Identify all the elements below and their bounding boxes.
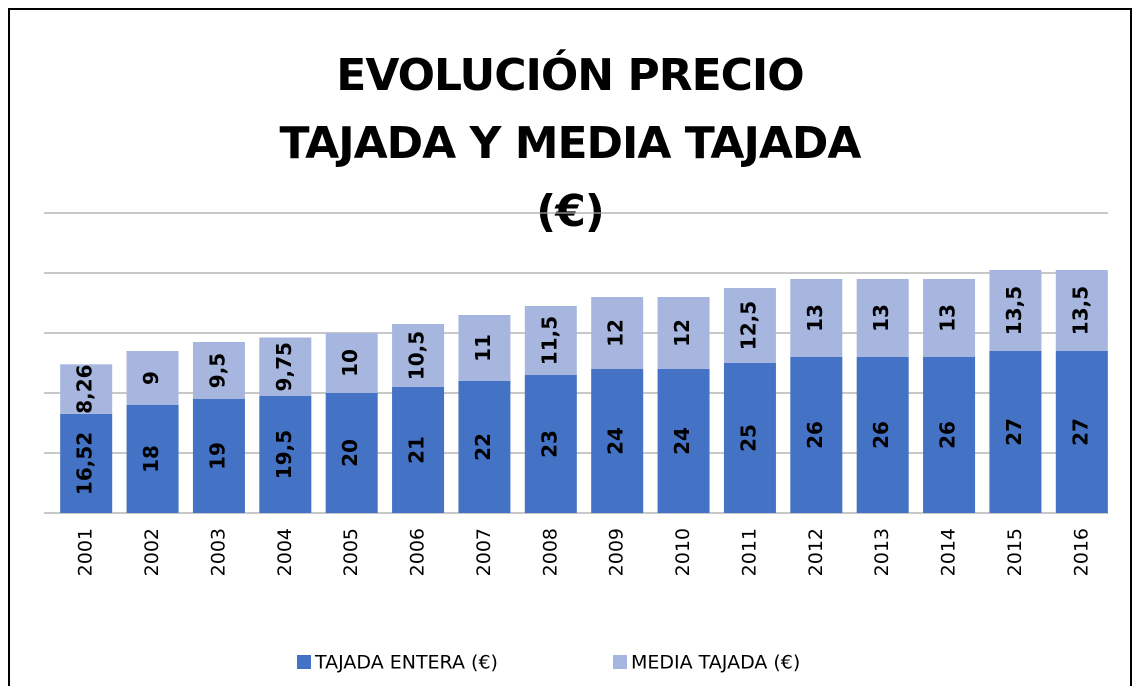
frame	[8, 8, 1132, 686]
bar-segment	[657, 369, 710, 513]
x-tick-label: 2007	[473, 528, 495, 576]
bar-segment	[126, 405, 179, 513]
x-tick-label: 2001	[75, 528, 97, 576]
data-label: 13	[803, 304, 827, 332]
data-label: 11,5	[537, 316, 561, 365]
bar-segment	[1055, 270, 1108, 351]
bar-segment	[524, 375, 577, 513]
x-tick-label: 2012	[805, 528, 827, 576]
data-label: 10,5	[405, 331, 429, 380]
x-tick-label: 2003	[207, 528, 229, 576]
x-tick-label: 2006	[407, 528, 429, 576]
bar-segment	[923, 279, 976, 357]
bar-segment	[723, 363, 776, 513]
bar-segment	[126, 351, 179, 405]
chart-title: EVOLUCIÓN PRECIO TAJADA Y MEDIA TAJADA (…	[279, 50, 862, 237]
x-tick-label: 2002	[141, 528, 163, 576]
bar-segment	[723, 288, 776, 363]
legend-swatch	[297, 655, 311, 669]
x-tick-label: 2004	[274, 528, 296, 576]
legend-swatch	[613, 655, 627, 669]
x-tick-label: 2005	[340, 528, 362, 576]
x-tick-label: 2015	[1004, 528, 1026, 576]
data-label: 16,52	[73, 432, 97, 495]
x-tick-label: 2011	[738, 528, 760, 576]
data-label: 13,5	[1068, 286, 1092, 335]
data-label: 24	[604, 427, 628, 455]
bar-segment	[591, 297, 644, 369]
data-label: 19	[205, 442, 229, 470]
bar-segment	[192, 399, 245, 513]
legend-label: MEDIA TAJADA (€)	[631, 652, 800, 674]
bar-segment	[790, 279, 843, 357]
data-label: 13,5	[1002, 286, 1026, 335]
data-label: 11	[471, 334, 495, 362]
data-label: 8,26	[73, 364, 97, 413]
bar-segment	[392, 324, 445, 387]
data-label: 12,5	[736, 301, 760, 350]
data-label: 13	[936, 304, 960, 332]
x-tick-label: 2008	[539, 528, 561, 576]
data-label: 26	[936, 421, 960, 449]
bar-segment	[259, 337, 312, 396]
x-tick-label: 2016	[1070, 528, 1092, 576]
bar-segment	[790, 357, 843, 513]
data-label: 21	[405, 436, 429, 464]
bar-segment	[458, 381, 511, 513]
bar-segment	[259, 396, 312, 513]
data-label: 27	[1002, 418, 1026, 446]
bar-segment	[192, 342, 245, 399]
data-label: 23	[537, 430, 561, 458]
bar-segment	[524, 306, 577, 375]
bar-segment	[325, 333, 378, 393]
bar-segment	[989, 270, 1042, 351]
data-label: 20	[338, 439, 362, 467]
bar-segment	[60, 364, 113, 414]
bar-segment	[989, 351, 1042, 513]
data-label: 9,75	[272, 342, 296, 391]
x-tick-label: 2010	[672, 528, 694, 576]
x-tick-label: 2014	[938, 528, 960, 576]
data-label: 10	[338, 349, 362, 377]
x-tick-label: 2013	[871, 528, 893, 576]
bar-segment	[392, 387, 445, 513]
data-label: 9	[139, 371, 163, 385]
bar-segment	[856, 357, 909, 513]
bar-segment	[591, 369, 644, 513]
data-label: 26	[869, 421, 893, 449]
bar-segment	[856, 279, 909, 357]
data-label: 13	[869, 304, 893, 332]
data-label: 9,5	[205, 353, 229, 388]
data-label: 12	[670, 319, 694, 347]
data-label: 19,5	[272, 430, 296, 479]
data-label: 26	[803, 421, 827, 449]
bar-segment	[325, 393, 378, 513]
bar-segment	[1055, 351, 1108, 513]
bar-segment	[60, 413, 113, 513]
data-label: 24	[670, 427, 694, 455]
data-label: 18	[139, 445, 163, 473]
bar-segment	[458, 315, 511, 381]
legend-label: TAJADA ENTERA (€)	[314, 652, 498, 674]
x-tick-label: 2009	[606, 528, 628, 576]
bar-segment	[923, 357, 976, 513]
bar-segment	[657, 297, 710, 369]
data-label: 25	[736, 424, 760, 452]
data-label: 27	[1068, 418, 1092, 446]
data-label: 12	[604, 319, 628, 347]
data-label: 22	[471, 433, 495, 461]
